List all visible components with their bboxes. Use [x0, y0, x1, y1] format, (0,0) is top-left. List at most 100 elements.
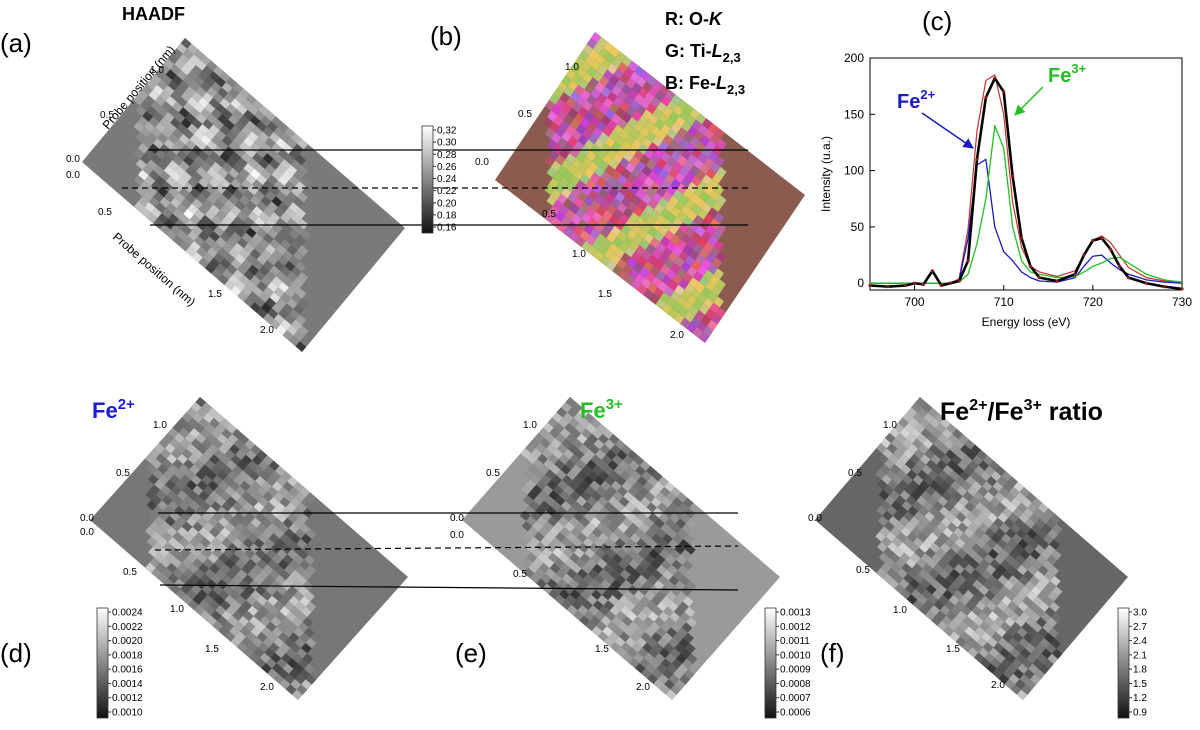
map-pixel [262, 206, 274, 218]
map-pixel [666, 100, 678, 112]
map-pixel [592, 464, 604, 476]
map-pixel [949, 569, 961, 580]
map-pixel [276, 585, 288, 596]
map-pixel [875, 469, 886, 480]
map-pixel [663, 606, 674, 617]
colorbar-label: 1.8 [1133, 665, 1147, 676]
map-pixel [233, 621, 245, 632]
map-pixel [694, 310, 706, 322]
map-pixel [981, 507, 992, 518]
map-pixel [209, 418, 220, 429]
map-pixel [587, 245, 598, 257]
map-pixel [980, 657, 991, 669]
map-pixel [226, 423, 237, 434]
map-pixel [267, 174, 278, 186]
map-pixel [995, 652, 1006, 664]
map-pixel [954, 439, 965, 450]
map-pixel [1022, 596, 1033, 607]
map-pixel [180, 474, 191, 486]
map-pixel [233, 475, 245, 486]
map-pixel [219, 490, 231, 502]
map-pixel [614, 247, 625, 259]
map-pixel [879, 463, 891, 475]
map-pixel [892, 573, 904, 584]
map-pixel [175, 443, 187, 454]
map-pixel [297, 512, 309, 524]
map-pixel [286, 191, 298, 203]
map-pixel [985, 502, 997, 513]
map-pixel [660, 95, 672, 107]
map-pixel [204, 76, 216, 88]
map-pixel [675, 518, 687, 529]
map-pixel [221, 82, 233, 94]
map-pixel [608, 214, 619, 226]
spectrum-point [957, 279, 961, 283]
map-pixel [645, 564, 657, 575]
map-pixel [545, 505, 557, 517]
map-pixel [680, 549, 692, 560]
map-pixel [247, 131, 259, 143]
map-pixel [241, 454, 253, 466]
map-pixel [968, 621, 980, 632]
map-pixel [612, 152, 624, 164]
map-pixel [656, 601, 668, 612]
map-pixel [207, 553, 219, 564]
map-pixel [153, 191, 164, 203]
map-pixel [680, 233, 692, 245]
map-pixel [709, 190, 721, 202]
map-pixel [585, 584, 596, 595]
map-pixel [594, 610, 606, 621]
map-pixel [666, 240, 677, 252]
map-pixel [1030, 648, 1042, 659]
map-pixel [985, 564, 996, 575]
map-pixel [275, 611, 286, 622]
map-pixel [167, 464, 179, 475]
map-pixel [989, 522, 1000, 534]
map-pixel [209, 231, 220, 242]
map-pixel [916, 558, 927, 569]
map-pixel [155, 202, 167, 214]
map-pixel [1017, 538, 1029, 550]
map-pixel [886, 567, 898, 579]
map-pixel [571, 129, 583, 141]
map-pixel [285, 575, 297, 586]
map-pixel [230, 232, 242, 243]
map-pixel [580, 117, 591, 129]
map-pixel [662, 162, 673, 174]
map-pixel [1015, 492, 1026, 503]
map-pixel [197, 516, 208, 527]
map-pixel [968, 558, 980, 570]
map-pixel [909, 578, 920, 590]
map-pixel [187, 563, 199, 574]
map-pixel [963, 527, 975, 539]
map-pixel [226, 263, 238, 275]
map-pixel [594, 138, 605, 150]
map-pixel [252, 152, 263, 164]
map-pixel [640, 496, 651, 508]
map-pixel [538, 526, 550, 537]
map-pixel [241, 491, 253, 502]
map-pixel [160, 557, 172, 568]
map-pixel [137, 169, 149, 181]
map-pixel [195, 506, 207, 517]
map-pixel [204, 459, 216, 470]
map-pixel [259, 616, 271, 627]
map-pixel [189, 500, 201, 512]
map-pixel [270, 580, 282, 591]
map-pixel [151, 495, 162, 506]
map-pixel [230, 125, 242, 137]
map-pixel [599, 506, 610, 518]
map-pixel [669, 512, 681, 524]
map-pixel [1016, 689, 1028, 700]
map-pixel [573, 112, 585, 124]
map-pixel [631, 223, 642, 235]
map-pixel [252, 455, 263, 466]
map-pixel [639, 522, 650, 534]
map-pixel [566, 469, 578, 481]
map-pixel [569, 231, 580, 243]
map-pixel [185, 192, 197, 204]
map-pixel [572, 475, 584, 486]
map-pixel [672, 245, 683, 257]
map-pixel [591, 490, 602, 502]
map-pixel [631, 507, 642, 518]
